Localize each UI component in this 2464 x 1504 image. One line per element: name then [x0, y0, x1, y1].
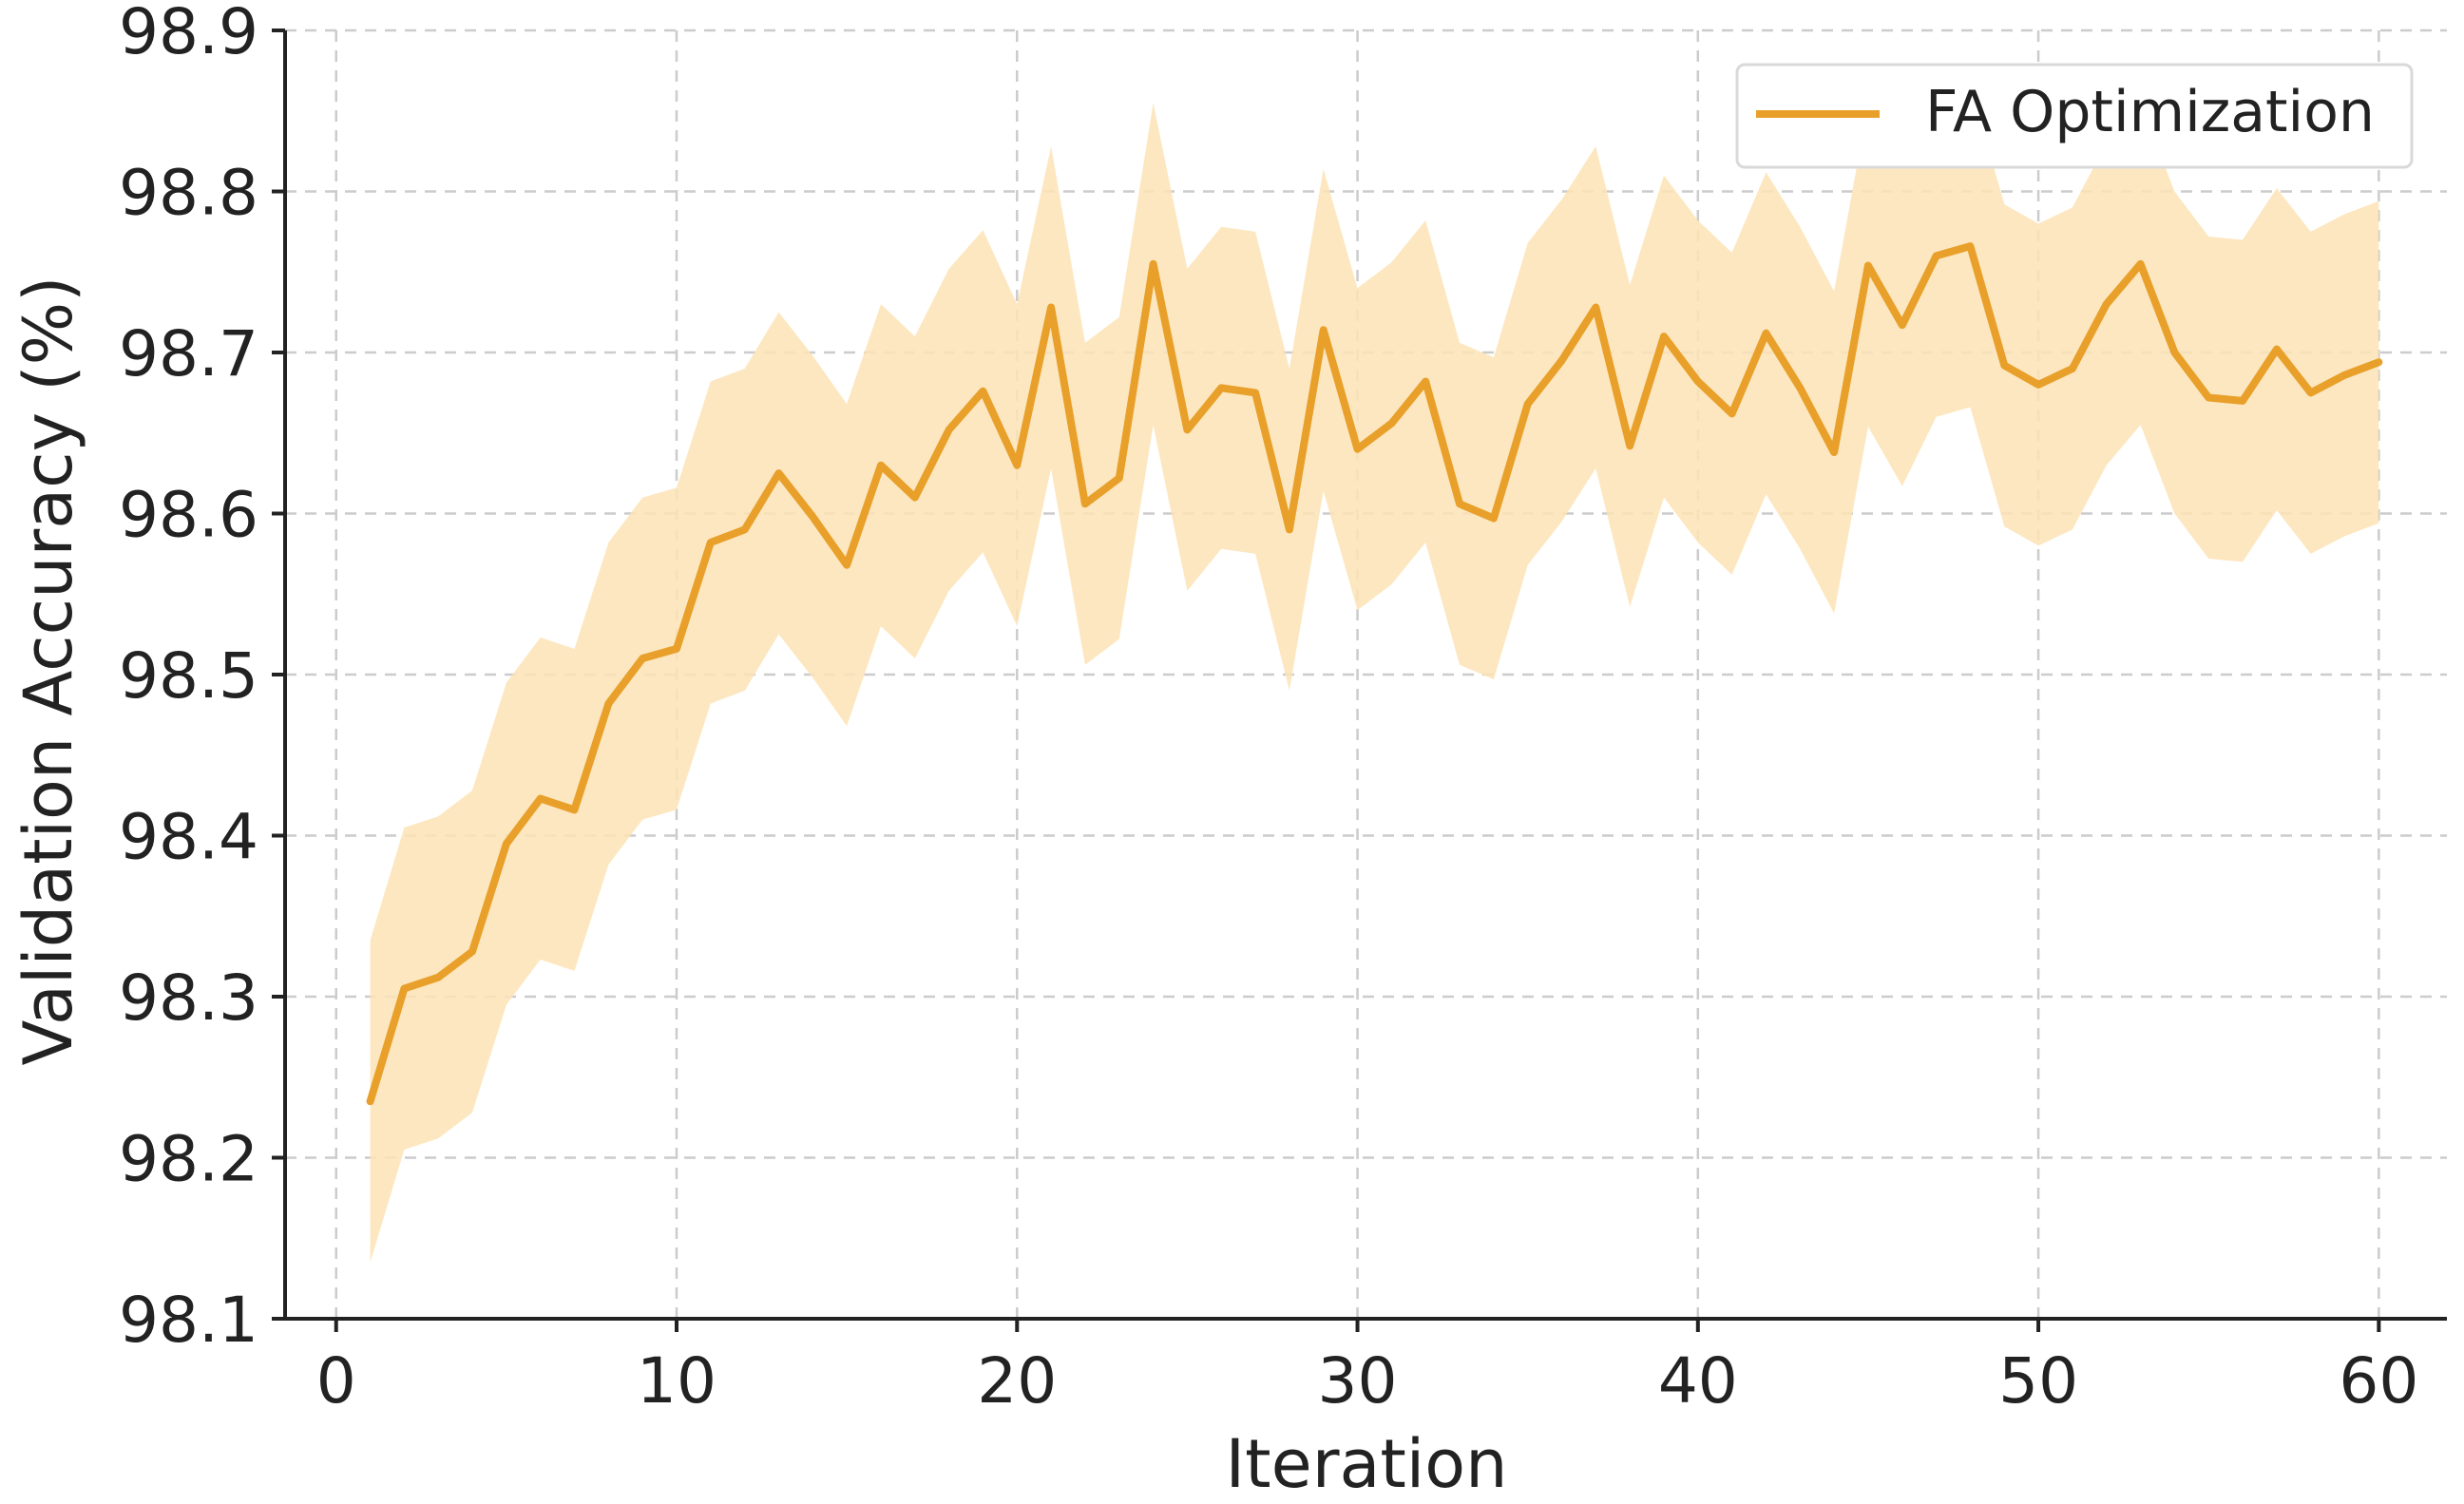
x-tick-label: 0: [316, 1344, 356, 1418]
legend-label: FA Optimization: [1925, 79, 2375, 145]
series-line-layer: [366, 242, 2383, 1106]
legend-box: [1735, 63, 2414, 169]
x-tick-label: 10: [637, 1344, 716, 1418]
x-tick-label: 40: [1658, 1344, 1738, 1418]
series-line-fa-optimization: [366, 242, 2383, 1106]
x-tick-label: 50: [1998, 1344, 2078, 1418]
x-axis-title: Iteration: [1226, 1425, 1508, 1503]
x-tick-label: 60: [2339, 1344, 2418, 1418]
y-tick-label: 98.1: [119, 1284, 258, 1357]
confidence-band: [370, 85, 2379, 1263]
y-tick-label: 98.5: [119, 639, 258, 713]
y-tick-label: 98.7: [119, 317, 258, 390]
y-tick-label: 98.9: [119, 0, 258, 68]
x-axis-ticks: 0 10 20 30 40 50 60: [316, 1319, 2418, 1418]
x-tick-label: 30: [1318, 1344, 1398, 1418]
y-tick-label: 98.8: [119, 157, 258, 230]
y-tick-label: 98.6: [119, 479, 258, 552]
x-tick-label: 20: [977, 1344, 1057, 1418]
confidence-band-layer: [370, 85, 2379, 1263]
y-axis-ticks: 98.1 98.2 98.3 98.4 98.5 98.6 98.7 98.8 98.9: [119, 0, 285, 1357]
legend: FA Optimization: [1735, 63, 2414, 169]
y-tick-label: 98.4: [119, 801, 258, 874]
y-tick-label: 98.2: [119, 1123, 258, 1196]
y-axis-title: Validation Accuracy (%): [10, 276, 87, 1066]
y-tick-label: 98.3: [119, 961, 258, 1035]
